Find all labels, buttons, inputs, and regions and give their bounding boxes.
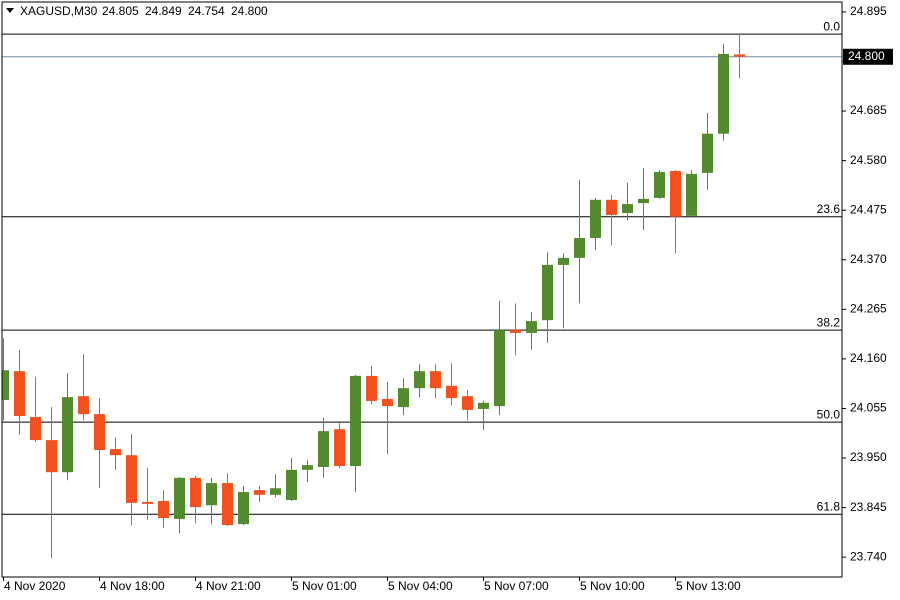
candle-body xyxy=(94,414,105,451)
candle-body xyxy=(734,54,745,57)
x-tick-label: 4 Nov 21:00 xyxy=(196,579,261,593)
candle-body xyxy=(14,371,25,417)
y-tick-label: 24.580 xyxy=(850,153,887,167)
symbol-label: XAGUSD,M30 xyxy=(20,4,98,18)
fib-label: 23.6 xyxy=(817,202,841,216)
y-tick-label: 23.740 xyxy=(850,549,887,563)
x-tick-label: 4 Nov 18:00 xyxy=(100,579,165,593)
candle-body xyxy=(30,416,41,441)
ohlc-high: 24.849 xyxy=(145,4,182,18)
candle-body xyxy=(430,371,441,389)
x-tick-label: 5 Nov 01:00 xyxy=(292,579,357,593)
candle-body xyxy=(366,375,377,401)
candle-body xyxy=(558,257,569,265)
y-tick-label: 24.265 xyxy=(850,301,887,315)
candle-body xyxy=(286,469,297,501)
candle-body xyxy=(718,53,729,134)
x-tick-label: 5 Nov 04:00 xyxy=(388,579,453,593)
y-tick-label: 24.685 xyxy=(850,103,887,117)
candle-body xyxy=(654,171,665,198)
menu-triangle xyxy=(6,8,14,13)
y-tick-label: 24.895 xyxy=(850,4,887,18)
x-tick-label: 4 Nov 2020 xyxy=(4,579,66,593)
candle-body xyxy=(62,397,73,473)
candle-body xyxy=(254,490,265,495)
candle-body xyxy=(158,500,169,518)
fib-label: 0.0 xyxy=(823,19,840,33)
candle-body xyxy=(270,488,281,495)
candle-body xyxy=(414,371,425,389)
candle-body xyxy=(206,483,217,506)
y-tick-label: 24.370 xyxy=(850,252,887,266)
candle-body xyxy=(446,385,457,399)
y-tick-label: 24.055 xyxy=(850,401,887,415)
candle-body xyxy=(382,399,393,407)
candle-body xyxy=(302,465,313,470)
candle-body xyxy=(110,449,121,456)
candle-body xyxy=(318,431,329,468)
ohlc-open: 24.805 xyxy=(102,4,139,18)
ohlc-close: 24.800 xyxy=(231,4,268,18)
candle-body xyxy=(222,483,233,526)
plot-frame xyxy=(1,1,843,578)
candle-body xyxy=(142,501,153,504)
price-tag-label: 24.800 xyxy=(848,49,885,63)
candle-body xyxy=(542,264,553,321)
candle-body xyxy=(478,402,489,409)
candle-body xyxy=(686,173,697,216)
fib-label: 38.2 xyxy=(817,315,841,329)
candle-body xyxy=(510,330,521,333)
y-tick-label: 23.845 xyxy=(850,500,887,514)
candle-body xyxy=(174,477,185,519)
candle-body xyxy=(574,238,585,258)
x-tick-label: 5 Nov 07:00 xyxy=(484,579,549,593)
ohlc-low: 24.754 xyxy=(188,4,225,18)
candle-body xyxy=(638,198,649,204)
y-tick-label: 23.950 xyxy=(850,450,887,464)
price-tag-group: 24.800 xyxy=(843,48,893,65)
y-tick-label: 24.160 xyxy=(850,351,887,365)
x-tick-label: 5 Nov 10:00 xyxy=(580,579,645,593)
candle-body xyxy=(590,199,601,239)
y-tick-label: 24.475 xyxy=(850,202,887,216)
candle-body xyxy=(670,171,681,217)
candle-body xyxy=(526,321,537,333)
candle-body xyxy=(126,455,137,503)
candle-body xyxy=(702,133,713,173)
candle-body xyxy=(622,204,633,214)
candle-body xyxy=(238,492,249,525)
candle-body xyxy=(2,370,9,400)
plot-area: 0.0 23.6 38.2 50.0 61.8 xyxy=(2,19,842,559)
candle-body xyxy=(350,375,361,467)
candle-body xyxy=(334,429,345,467)
candle-body xyxy=(190,477,201,508)
fib-label: 61.8 xyxy=(817,499,841,513)
price-tag xyxy=(843,48,893,65)
candle-body xyxy=(78,396,89,415)
candle-body xyxy=(462,396,473,410)
x-tick-label: 5 Nov 13:00 xyxy=(676,579,741,593)
candle-body xyxy=(494,330,505,407)
fib-label: 50.0 xyxy=(817,407,841,421)
candle-body xyxy=(46,440,57,473)
candle-body xyxy=(398,388,409,408)
candle-body xyxy=(606,199,617,215)
